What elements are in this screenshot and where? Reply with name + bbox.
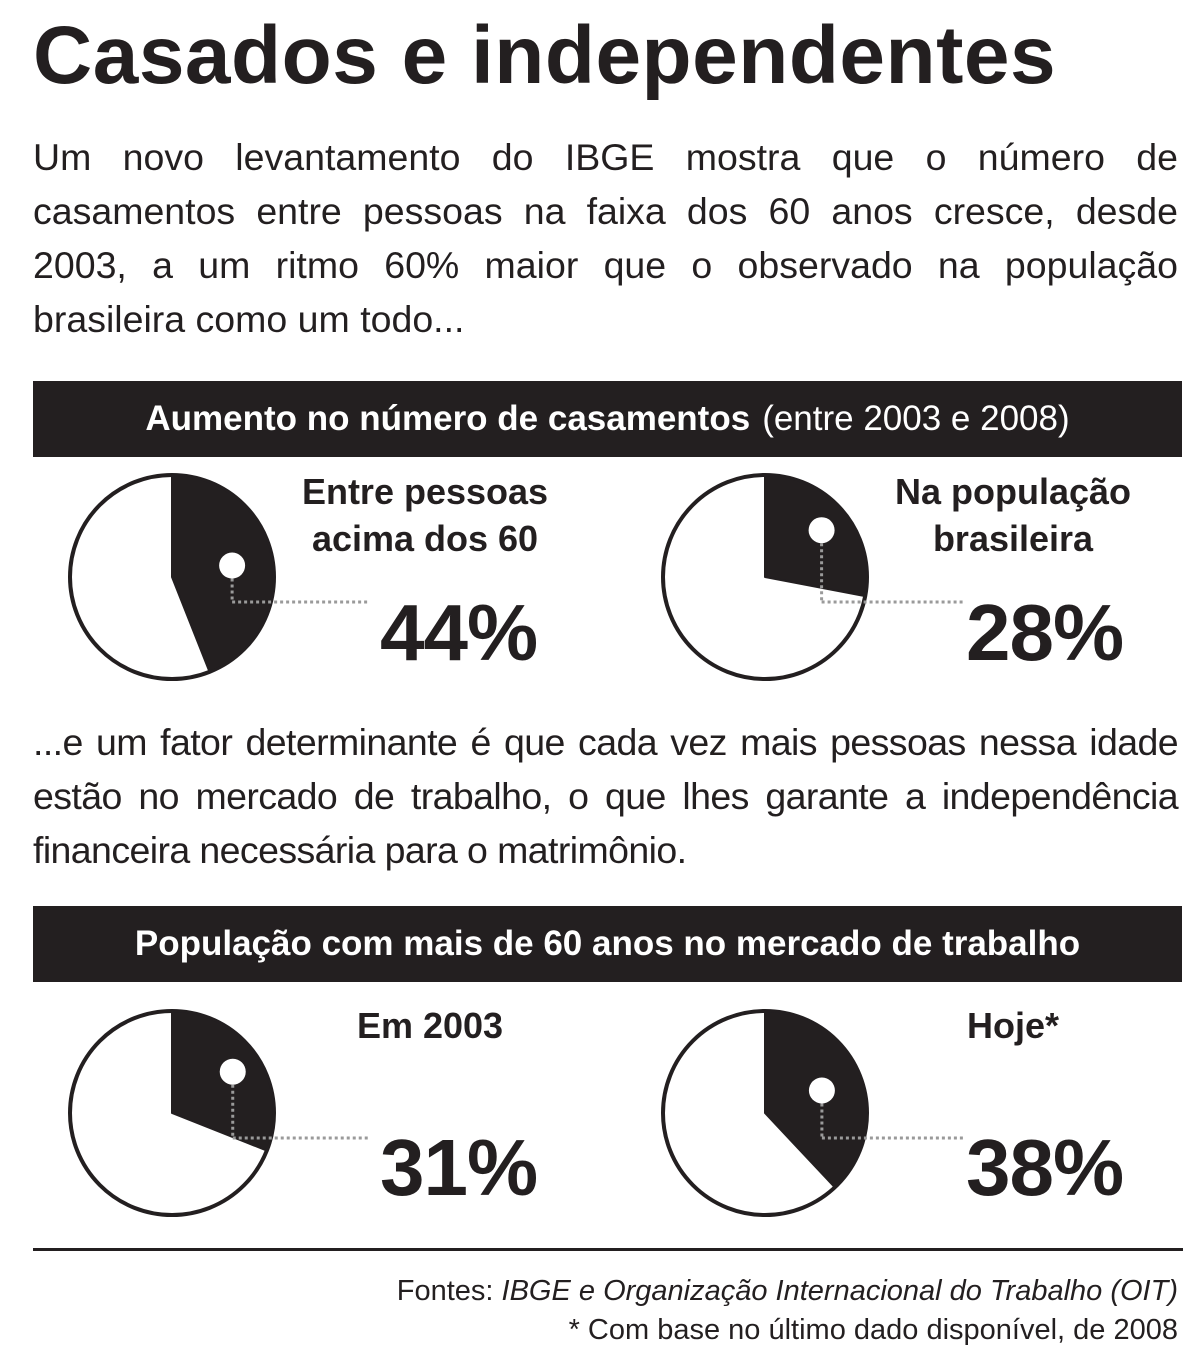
- pie-chart-population: [661, 473, 963, 681]
- pie-label-over-60: Entre pessoas acima dos 60: [255, 468, 595, 562]
- pie-marker-dot: [808, 1077, 835, 1104]
- pie-marker-dot: [219, 552, 246, 579]
- pie-value-over-60: 44%: [380, 588, 538, 677]
- pie-chart-over-60: [68, 473, 370, 681]
- pie-chart-today: [661, 1009, 963, 1217]
- pie-label-today: Hoje*: [966, 1005, 1060, 1046]
- pie-value-2003: 31%: [380, 1123, 538, 1212]
- section-heading-marriages: Aumento no número de casamentos (entre 20…: [33, 381, 1182, 457]
- footnote: * Com base no último dado disponível, de…: [568, 1314, 1178, 1346]
- pie-label-population-line-2: brasileira: [932, 518, 1094, 559]
- pie-label-population-line-1: Na população: [894, 471, 1132, 512]
- pie-marker-dot: [219, 1058, 246, 1085]
- middle-text: ...e um fator determinante é que cada ve…: [33, 721, 1179, 871]
- pie-value-slice: [171, 1010, 275, 1152]
- sources-line: Fontes: IBGE e Organização Internacional…: [397, 1273, 1178, 1309]
- pie-marker-dot: [808, 517, 835, 544]
- pie-label-2003: Em 2003: [356, 1005, 504, 1046]
- pie-label-population: Na população brasileira: [843, 468, 1183, 562]
- pie-label-over-60-line-2: acima dos 60: [311, 518, 539, 559]
- intro-text: Um novo levantamento do IBGE mostra que …: [33, 136, 1178, 340]
- sources-list: IBGE e Organização Internacional do Trab…: [501, 1275, 1178, 1307]
- section-heading-marriages-period: (entre 2003 e 2008): [762, 399, 1070, 438]
- pie-chart-2003: [68, 1009, 370, 1217]
- pie-value-today: 38%: [966, 1123, 1124, 1212]
- footer-divider: [33, 1248, 1183, 1251]
- pie-label-over-60-line-1: Entre pessoas: [301, 471, 549, 512]
- pie-value-population: 28%: [966, 588, 1124, 677]
- section-heading-marriages-main: Aumento no número de casamentos: [145, 399, 751, 438]
- section-heading-workforce-main: População com mais de 60 anos no mercado…: [134, 924, 1081, 963]
- section-heading-workforce: População com mais de 60 anos no mercado…: [33, 906, 1182, 982]
- sources-prefix: Fontes:: [396, 1275, 494, 1307]
- page-title: Casados e independentes: [33, 10, 1057, 101]
